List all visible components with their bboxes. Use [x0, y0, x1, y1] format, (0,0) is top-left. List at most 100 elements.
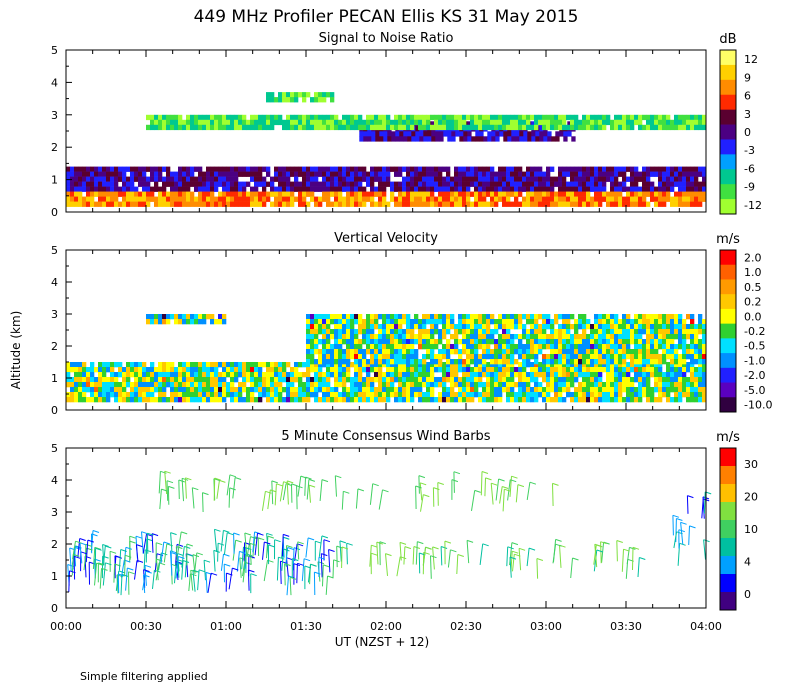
wind-barb [499, 486, 509, 504]
wind-barb [248, 555, 255, 577]
wind-barb [369, 483, 379, 505]
wind-barb [570, 557, 579, 579]
wind-barb [325, 575, 334, 595]
wind-barb-group-1 [67, 528, 335, 596]
colorbar-swatch [720, 154, 736, 170]
wind-barb [280, 560, 287, 585]
wind-barb [128, 571, 135, 595]
data-layer-4 [266, 92, 335, 103]
wind-barb [490, 482, 498, 505]
plot-area [67, 470, 712, 596]
wind-barb [286, 480, 294, 505]
wind-barb [385, 553, 392, 576]
wind-barb [143, 574, 150, 594]
y-tick-label: 1 [51, 174, 58, 187]
wind-barb [518, 547, 526, 571]
wind-barb [160, 541, 170, 564]
wind-barb [177, 531, 188, 553]
wind-barb [109, 550, 117, 572]
x-tick-label: 02:00 [370, 620, 402, 633]
x-axis-label: UT (NZST + 12) [335, 635, 429, 649]
colorbar-swatch [720, 250, 736, 266]
wind-barb [418, 475, 426, 494]
panel-title: Signal to Noise Ratio [319, 31, 454, 46]
wind-barb [456, 554, 464, 575]
wind-barb [217, 542, 225, 562]
wind-barb [291, 483, 298, 503]
y-axis-label: Altitude (km) [9, 311, 23, 390]
colorbar-label: 9 [744, 71, 751, 84]
x-tick-label: 01:00 [210, 620, 242, 633]
wind-barb [444, 540, 452, 565]
wind-barb [276, 556, 285, 581]
panel-1: Signal to Noise Ratio012345129630-3-6-9-… [51, 31, 762, 219]
wind-barb [308, 484, 316, 503]
x-tick-label: 02:30 [450, 620, 482, 633]
wind-barb [672, 514, 680, 536]
wind-barb [415, 485, 422, 510]
wind-barb [341, 546, 349, 569]
wind-barb [266, 535, 275, 559]
wind-barb [688, 525, 696, 546]
panel-title: 5 Minute Consensus Wind Barbs [281, 429, 490, 444]
wind-barb [466, 539, 474, 564]
wind-barb [170, 532, 177, 552]
wind-barb [190, 569, 197, 591]
wind-barb [159, 488, 168, 510]
data-layer-1 [66, 166, 707, 207]
wind-barb [480, 471, 489, 496]
wind-barb [267, 544, 275, 565]
wind-barb [118, 549, 127, 571]
wind-barb [341, 490, 350, 510]
wind-barb [151, 533, 159, 553]
wind-barb [155, 542, 163, 563]
plot-area [66, 314, 707, 403]
wind-barb [207, 572, 218, 593]
y-tick-label: 3 [51, 308, 58, 321]
wind-barb [214, 528, 221, 552]
colorbar-frame [719, 249, 737, 413]
colorbar-unit: m/s [716, 430, 740, 445]
wind-barb [451, 479, 459, 500]
colorbar-label: 10 [744, 523, 758, 536]
wind-barb [164, 470, 171, 495]
wind-barb [515, 484, 525, 503]
colorbar: 30 20 10 4 0 m/s [716, 430, 758, 611]
wind-barb [440, 546, 448, 566]
colorbar-label: 1.0 [744, 266, 762, 279]
wind-barb [346, 542, 353, 565]
wind-barb [254, 532, 264, 556]
wind-barb [197, 569, 206, 591]
wind-barb [102, 562, 112, 586]
wind-barb [536, 558, 544, 579]
wind-barb [296, 485, 303, 510]
wind-barb [192, 569, 200, 592]
data-layer-3 [146, 314, 227, 325]
wind-barb [370, 552, 378, 575]
wind-barb [296, 562, 304, 584]
wind-barb [415, 541, 424, 565]
y-tick-label: 4 [51, 474, 58, 487]
wind-barb [314, 540, 322, 561]
wind-barb [637, 557, 646, 578]
wind-barb-group-3 [158, 470, 559, 513]
wind-barb [506, 546, 514, 567]
wind-barb [447, 549, 457, 568]
wind-barb [322, 564, 330, 587]
colorbar-label: -2.0 [744, 369, 765, 382]
colorbar-swatch [720, 592, 736, 611]
wind-barb [379, 541, 386, 566]
wind-barb [291, 558, 299, 578]
y-tick-label: 3 [51, 109, 58, 122]
wind-barb [616, 540, 623, 562]
panel-3: 5 Minute Consensus Wind Barbs 0 1 2 3 4 5 00:00… [50, 429, 758, 633]
wind-barb [328, 549, 335, 573]
wind-barb [88, 561, 96, 585]
data-layer-2 [306, 314, 707, 365]
wind-barb [94, 547, 102, 570]
data-layer-1 [66, 362, 707, 403]
plot-area [66, 92, 707, 207]
colorbar-swatch [720, 502, 736, 521]
wind-barb [246, 536, 257, 557]
x-tick-label: 04:00 [690, 620, 722, 633]
